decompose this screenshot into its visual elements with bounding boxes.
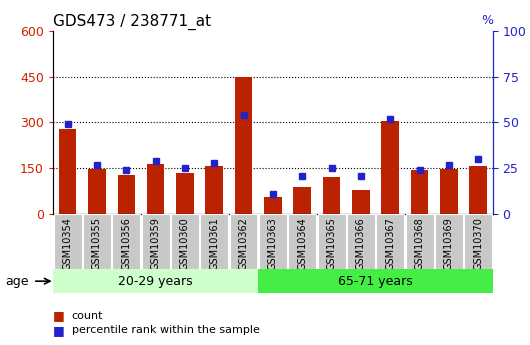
- Bar: [112, 215, 140, 268]
- Text: ■: ■: [53, 309, 65, 322]
- Bar: [235, 77, 252, 214]
- Bar: [440, 169, 458, 214]
- Bar: [317, 215, 346, 268]
- Bar: [405, 215, 434, 268]
- Text: GSM10359: GSM10359: [151, 217, 161, 270]
- Text: ■: ■: [53, 324, 65, 337]
- Text: GDS473 / 238771_at: GDS473 / 238771_at: [53, 13, 211, 30]
- Bar: [142, 215, 170, 268]
- Text: GSM10367: GSM10367: [385, 217, 395, 270]
- Bar: [259, 215, 287, 268]
- Text: age: age: [5, 275, 29, 288]
- Bar: [54, 215, 82, 268]
- Text: GSM10364: GSM10364: [297, 217, 307, 270]
- Text: GSM10362: GSM10362: [238, 217, 249, 270]
- Bar: [147, 164, 164, 214]
- Bar: [411, 170, 428, 214]
- Bar: [352, 190, 370, 214]
- Bar: [171, 215, 199, 268]
- Bar: [53, 269, 258, 293]
- Bar: [176, 174, 194, 214]
- Text: count: count: [72, 311, 103, 321]
- Bar: [464, 215, 492, 268]
- Text: GSM10356: GSM10356: [121, 217, 131, 270]
- Bar: [83, 215, 111, 268]
- Text: GSM10365: GSM10365: [326, 217, 337, 270]
- Bar: [206, 166, 223, 214]
- Text: GSM10361: GSM10361: [209, 217, 219, 270]
- Text: 65-71 years: 65-71 years: [338, 275, 413, 288]
- Bar: [200, 215, 228, 268]
- Bar: [294, 187, 311, 214]
- Bar: [323, 177, 340, 214]
- Text: GSM10354: GSM10354: [63, 217, 73, 270]
- Text: GSM10355: GSM10355: [92, 217, 102, 270]
- Text: GSM10360: GSM10360: [180, 217, 190, 270]
- Bar: [347, 215, 375, 268]
- Bar: [435, 215, 463, 268]
- Bar: [288, 215, 316, 268]
- Text: 20-29 years: 20-29 years: [118, 275, 193, 288]
- Bar: [376, 215, 404, 268]
- Bar: [470, 166, 487, 214]
- Bar: [264, 197, 282, 214]
- Text: GSM10363: GSM10363: [268, 217, 278, 270]
- Bar: [118, 175, 135, 214]
- Bar: [59, 129, 76, 214]
- Bar: [229, 215, 258, 268]
- Text: GSM10369: GSM10369: [444, 217, 454, 270]
- Text: GSM10366: GSM10366: [356, 217, 366, 270]
- Text: GSM10370: GSM10370: [473, 217, 483, 270]
- Text: %: %: [481, 14, 493, 27]
- Bar: [258, 269, 493, 293]
- Text: percentile rank within the sample: percentile rank within the sample: [72, 325, 259, 335]
- Bar: [88, 169, 106, 214]
- Text: GSM10368: GSM10368: [414, 217, 425, 270]
- Bar: [382, 121, 399, 214]
